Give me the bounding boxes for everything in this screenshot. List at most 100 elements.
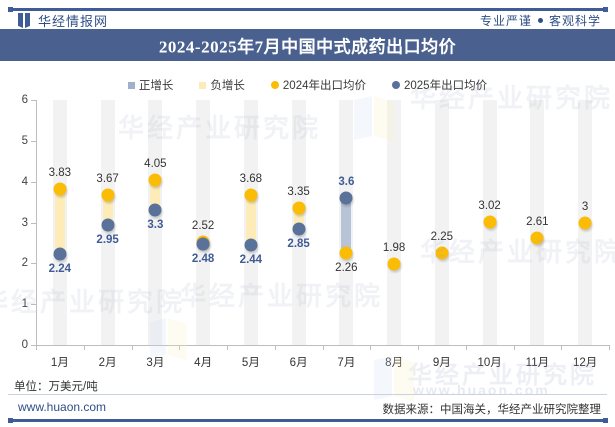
data-point-2024[interactable] <box>244 188 258 202</box>
x-axis-tick-label: 3月 <box>146 357 165 369</box>
x-axis-tick-label: 11月 <box>525 357 550 369</box>
data-label-2025: 2.44 <box>239 254 263 267</box>
data-label-2025: 2.95 <box>96 233 119 246</box>
x-axis-tick-label: 7月 <box>337 357 356 369</box>
x-axis-tick-label: 5月 <box>241 357 260 369</box>
y-axis-tick-label: 6 <box>21 94 28 106</box>
x-axis-tick-label: 2月 <box>98 357 117 369</box>
x-axis-tick <box>322 345 324 350</box>
y-axis-tick <box>31 304 36 306</box>
legend-marker-square-icon <box>199 81 207 89</box>
growth-connector-bar <box>341 198 352 253</box>
data-point-2024[interactable] <box>578 216 592 229</box>
footer-url[interactable]: www.huaon.com <box>18 400 107 414</box>
x-axis-tick <box>561 345 563 350</box>
x-axis-tick-label: 6月 <box>289 357 308 369</box>
brand[interactable]: 华经情报网 <box>18 11 108 30</box>
bottom-rule-cap-right <box>603 418 608 423</box>
category-band <box>387 100 402 345</box>
top-rule-cap-right <box>603 7 608 12</box>
legend-label: 2024年出口均价 <box>282 80 366 92</box>
legend-item[interactable]: 2025年出口均价 <box>392 77 487 93</box>
data-label-2025: 3.3 <box>147 219 164 232</box>
legend-item[interactable]: 2024年出口均价 <box>270 77 366 93</box>
title-banner: 2024-2025年7月中国中式成药出口均价 <box>0 29 615 61</box>
legend-item[interactable]: 负增长 <box>199 77 245 93</box>
data-label-2025: 3.6 <box>338 176 355 188</box>
unit-label: 单位：万美元/吨 <box>14 381 98 393</box>
chart-legend: 正增长 负增长 2024年出口均价 2025年出口均价 <box>0 76 615 94</box>
x-axis-tick <box>227 345 228 350</box>
data-point-2024[interactable] <box>339 246 353 260</box>
data-label-2024: 3.02 <box>478 199 501 212</box>
data-point-2024[interactable] <box>101 188 115 202</box>
x-axis-tick <box>370 345 372 350</box>
data-point-2025[interactable] <box>101 218 115 232</box>
page-title: 2024-2025年7月中国中式成药出口均价 <box>158 37 457 57</box>
data-point-2024[interactable] <box>483 215 497 229</box>
data-label-2024: 4.05 <box>144 157 167 170</box>
data-label-2024: 3.83 <box>48 166 72 179</box>
data-point-2024[interactable] <box>530 231 544 245</box>
growth-connector-bar <box>150 179 161 211</box>
data-point-2025[interactable] <box>292 222 306 236</box>
y-axis-tick <box>31 222 36 224</box>
x-axis-tick <box>179 345 181 350</box>
data-label-2025: 2.85 <box>287 237 310 250</box>
chart-plot-area: 0 1 2 3 4 5 6 1月 2月 3月 4月 5月 6月 7月 8月 9月 10月 11月 12月 3.83 2.… <box>0 94 615 369</box>
y-axis-line <box>36 100 37 345</box>
data-label-2024: 3 <box>581 200 589 213</box>
legend-label: 2025年出口均价 <box>404 80 488 92</box>
data-point-2025[interactable] <box>196 237 210 251</box>
y-axis-tick-label: 2 <box>21 257 28 270</box>
double-bar-logo-icon <box>18 13 32 28</box>
x-axis-tick-label: 4月 <box>194 357 213 369</box>
data-label-2024: 2.61 <box>526 216 549 229</box>
x-axis-tick <box>274 345 276 350</box>
growth-connector-bar <box>54 188 65 254</box>
y-axis-tick <box>31 140 36 142</box>
tagline-right: 客观科学 <box>548 14 601 28</box>
data-point-2025[interactable] <box>339 191 353 205</box>
data-label-2024: 3.67 <box>96 173 119 186</box>
legend-item[interactable]: 正增长 <box>127 77 174 93</box>
data-label-2024: 3.35 <box>287 186 310 199</box>
top-rule-cap-left <box>8 7 13 12</box>
x-axis-tick <box>465 345 467 350</box>
data-label-2025: 2.24 <box>48 262 72 275</box>
category-band <box>530 100 545 345</box>
data-label-2024: 3.68 <box>239 172 263 185</box>
data-point-2025[interactable] <box>148 203 162 217</box>
data-point-2024[interactable] <box>148 173 162 187</box>
data-point-2025[interactable] <box>53 247 67 261</box>
legend-label: 负增长 <box>210 80 245 92</box>
x-axis-tick <box>609 345 610 350</box>
category-band <box>434 100 449 345</box>
y-axis-tick-label: 1 <box>21 298 28 311</box>
growth-connector-bar <box>245 194 256 246</box>
data-point-2025[interactable] <box>244 238 258 252</box>
y-axis-tick-label: 0 <box>21 339 28 351</box>
x-axis-tick <box>418 345 419 350</box>
x-axis-tick <box>513 345 515 350</box>
data-point-2024[interactable] <box>292 201 306 215</box>
brand-label: 华经情报网 <box>38 14 109 29</box>
data-label-2024: 1.98 <box>382 242 406 255</box>
top-rule <box>12 8 603 11</box>
bullet-dot-icon <box>537 18 543 23</box>
y-axis-tick-label: 3 <box>21 216 28 229</box>
data-point-2024[interactable] <box>53 182 67 196</box>
legend-marker-square-icon <box>127 81 135 89</box>
bottom-rule-cap-left <box>8 418 13 423</box>
y-axis-tick <box>31 181 36 183</box>
legend-label: 正增长 <box>138 80 174 92</box>
x-axis-tick-label: 12月 <box>572 357 598 369</box>
watermark-url: www.huaon.com <box>413 382 550 398</box>
data-label-2024: 2.25 <box>430 231 454 244</box>
y-axis-tick-label: 5 <box>21 134 28 147</box>
data-point-2024[interactable] <box>387 257 401 271</box>
data-point-2024[interactable] <box>435 246 449 260</box>
category-band <box>148 100 163 345</box>
footer-divider <box>8 394 607 395</box>
